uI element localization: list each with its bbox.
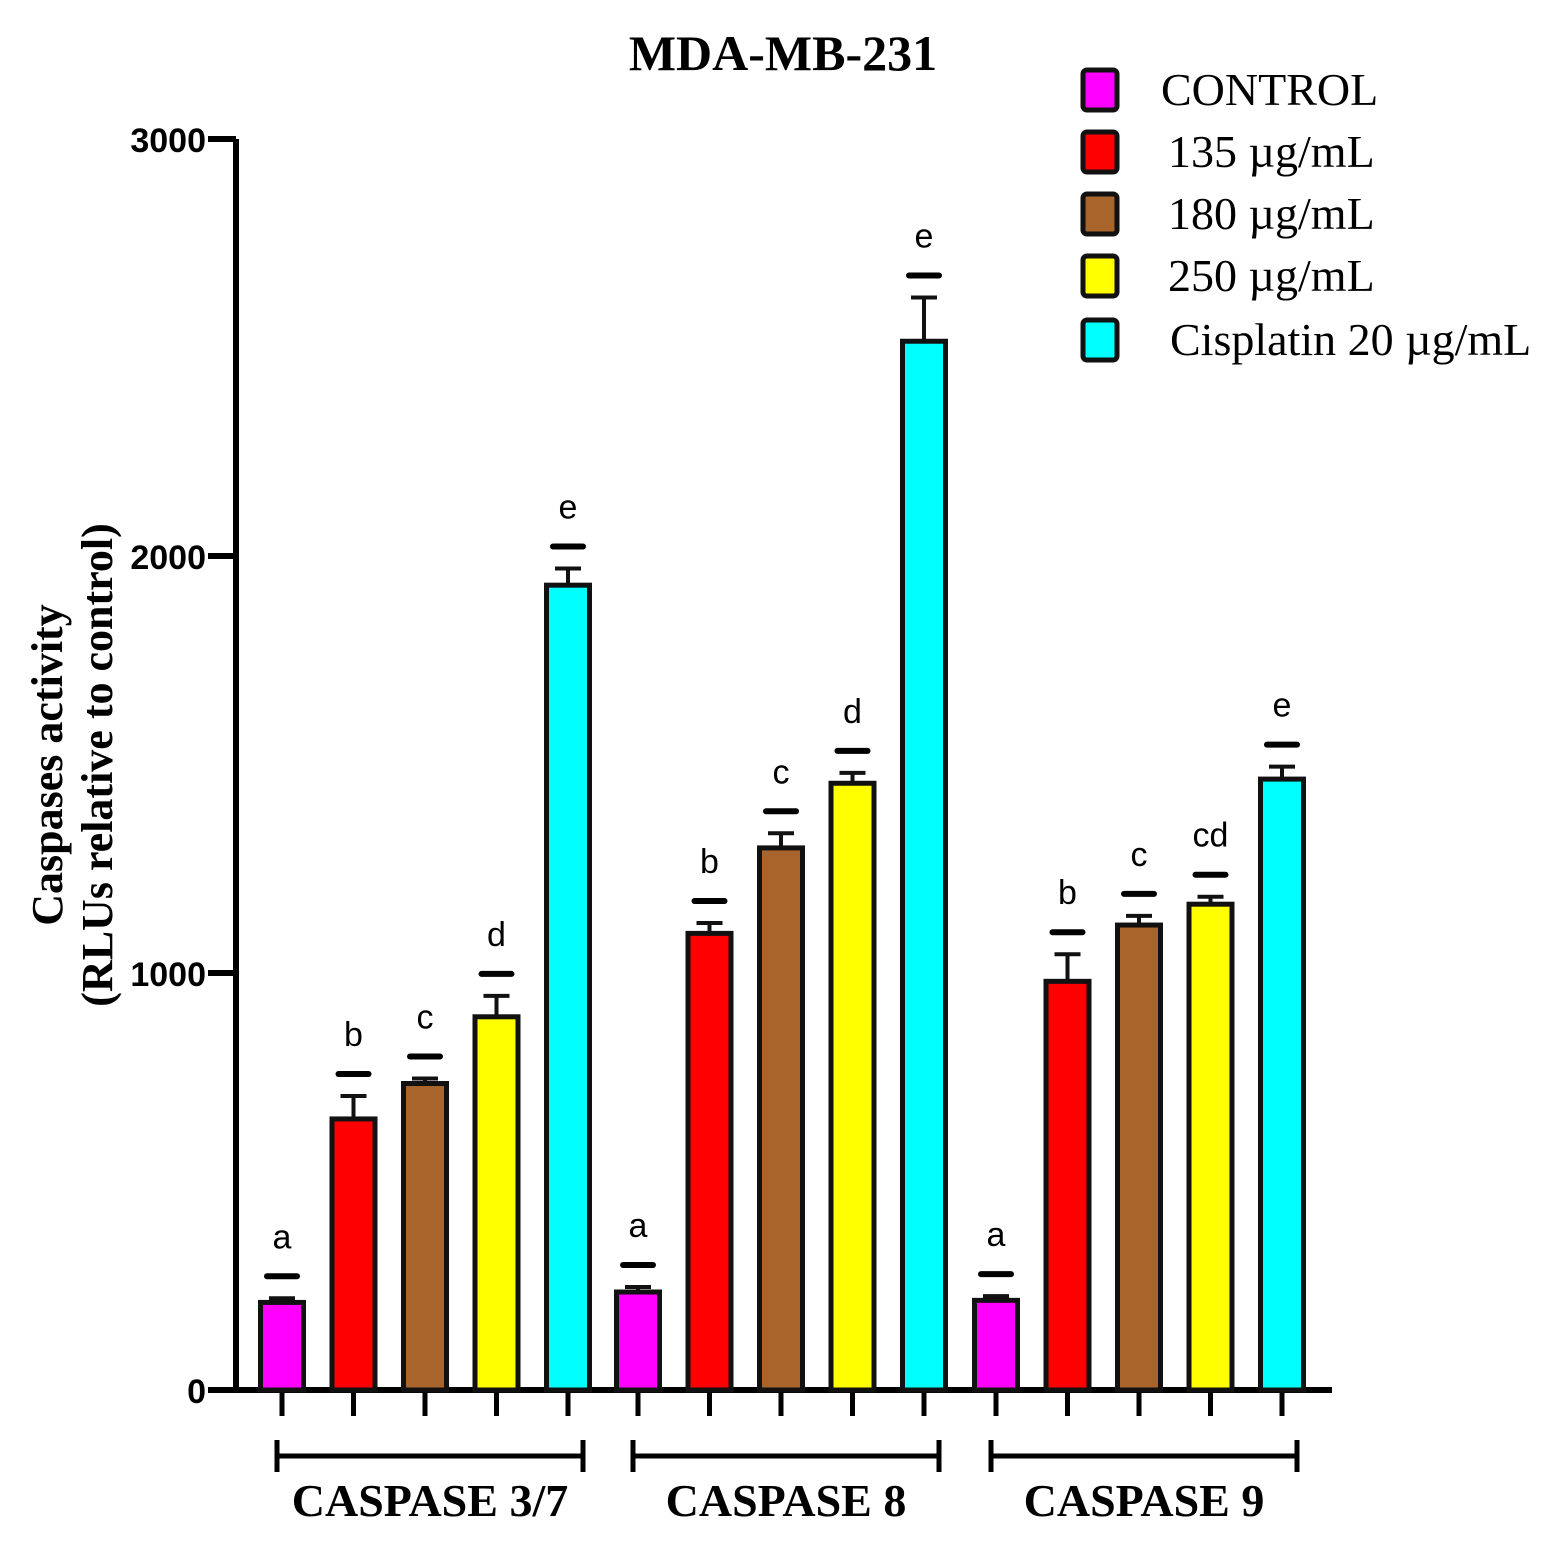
bar: [900, 338, 948, 1393]
legend: CONTROL 135 µg/mL 180 µg/mL 250 µg/mL Cispla…: [1080, 64, 1531, 365]
y-axis-label-line2: (RLUs relative to control): [73, 523, 122, 1006]
category-label: CASPASE 9: [1024, 1475, 1265, 1526]
significance-letter: a: [273, 1218, 292, 1256]
significance-letter: a: [629, 1207, 648, 1245]
legend-swatch: [1080, 191, 1120, 237]
y-axis-label-line1: Caspases activity: [23, 604, 72, 925]
bar: [757, 845, 805, 1393]
bar: [401, 1081, 449, 1393]
chart-title: MDA-MB-231: [629, 25, 937, 81]
significance-letter: cd: [1193, 817, 1229, 855]
bar: [1043, 978, 1092, 1393]
y-tick-label: 1000: [130, 956, 206, 994]
legend-label: 180 µg/mL: [1168, 188, 1375, 239]
bar: [1258, 776, 1306, 1393]
significance-letter: b: [700, 843, 719, 881]
legend-label: Cisplatin 20 µg/mL: [1170, 314, 1531, 365]
significance-letter: c: [1131, 836, 1148, 874]
category-label: CASPASE 8: [666, 1475, 907, 1526]
significance-letter: d: [487, 916, 506, 954]
category-label: CASPASE 3/7: [292, 1475, 568, 1526]
significance-letter: c: [773, 753, 790, 791]
bar: [1115, 922, 1163, 1393]
significance-letter: e: [559, 489, 578, 527]
bar: [828, 780, 877, 1393]
significance-letter: e: [915, 217, 934, 255]
legend-label: CONTROL: [1161, 64, 1378, 115]
bar: [614, 1289, 662, 1393]
bar: [472, 1014, 521, 1393]
significance-letter: b: [1058, 874, 1077, 912]
significance-letter: d: [843, 693, 862, 731]
legend-swatch: [1080, 129, 1120, 175]
bar: [1186, 901, 1235, 1393]
axes: 0 1000 2000 3000 CASPASE 3/7 CASPASE 8 CASPASE…: [130, 122, 1332, 1526]
bar: [544, 582, 592, 1393]
bar: [329, 1116, 378, 1393]
significance-letter: e: [1273, 687, 1292, 725]
significance-letter: c: [417, 999, 434, 1037]
significance-letter: b: [344, 1016, 363, 1054]
y-tick-label: 3000: [130, 122, 206, 160]
bar: [972, 1297, 1020, 1393]
significance-letter: a: [987, 1216, 1006, 1254]
y-tick-label: 0: [187, 1373, 206, 1411]
legend-swatch: [1080, 253, 1120, 299]
bar: [258, 1299, 306, 1393]
y-tick-label: 2000: [130, 539, 206, 577]
legend-label: 135 µg/mL: [1168, 126, 1375, 177]
legend-label: 250 µg/mL: [1168, 250, 1375, 301]
bar: [685, 930, 734, 1393]
legend-swatch: [1080, 317, 1120, 363]
legend-swatch: [1080, 67, 1120, 113]
